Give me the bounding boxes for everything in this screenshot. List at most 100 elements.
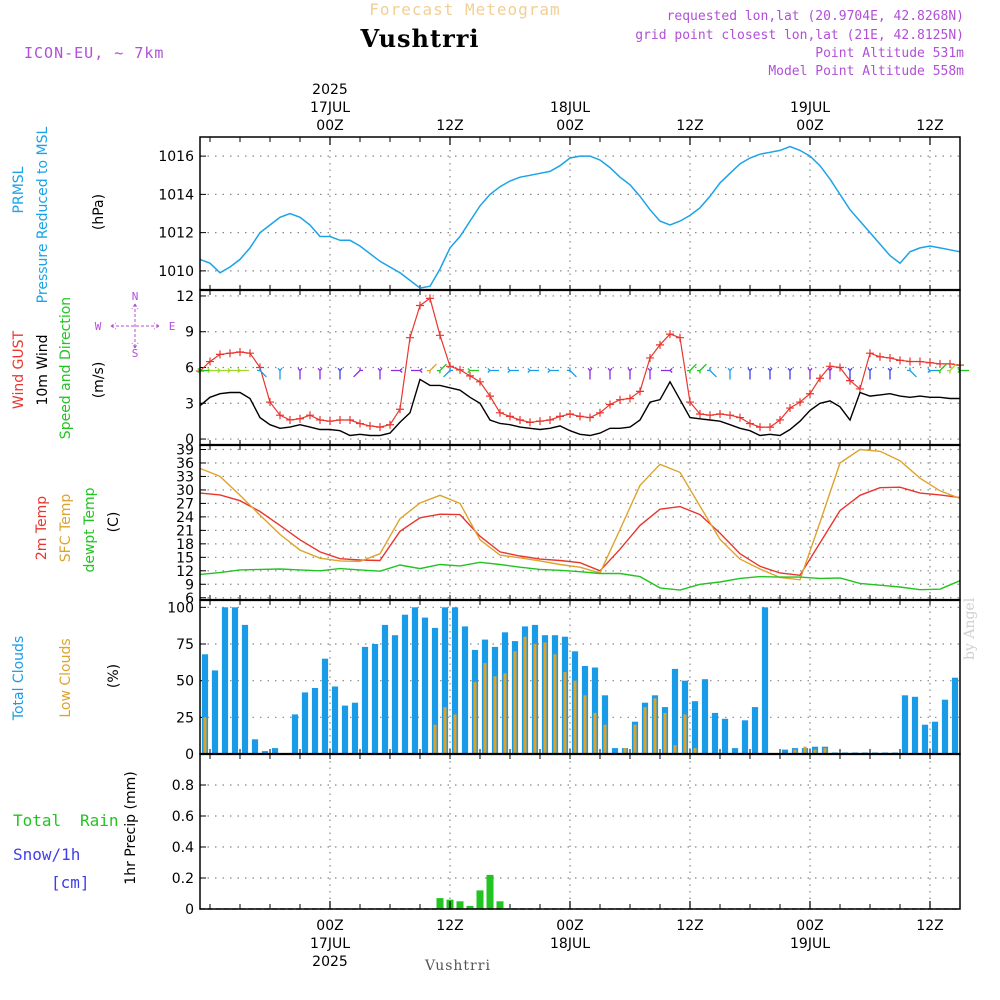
wind-direction-arrow: [237, 368, 249, 373]
total-cloud-bar: [781, 749, 789, 754]
low-cloud-bar: [583, 695, 587, 754]
gust-point: [896, 356, 904, 365]
total-cloud-bar: [241, 624, 249, 754]
y-tick-label: 9: [185, 325, 194, 341]
y-tick-label: 9: [185, 577, 194, 593]
low-cloud-bar: [603, 724, 607, 754]
total-cloud-bar: [671, 668, 679, 754]
gust-point: [466, 371, 474, 380]
gust-point: [526, 418, 534, 427]
wind-direction-arrow: [936, 363, 947, 374]
y-tick-label: 0: [185, 432, 194, 448]
rain-bar: [436, 898, 444, 909]
gust-point: [566, 410, 574, 418]
wind-direction-arrow: [887, 367, 893, 380]
wind-direction-arrow: [217, 368, 229, 373]
y-tick-label: 0.4: [172, 840, 194, 856]
total-cloud-bar: [761, 607, 769, 754]
total-cloud-bar: [931, 721, 939, 754]
top-time-label: 00Z: [796, 118, 823, 134]
total-label: Total: [13, 811, 61, 830]
total-cloud-bar: [741, 720, 749, 754]
low-cloud-bar: [563, 671, 567, 754]
rain-bar: [456, 901, 464, 910]
snow-label: Snow/1h: [13, 845, 80, 864]
low-cloud-bar: [493, 676, 497, 754]
compass-arrows: [110, 303, 160, 349]
wind-direction-arrow: [507, 368, 519, 373]
gust-point: [836, 363, 844, 372]
gust-point: [786, 404, 794, 413]
gust-point: [506, 412, 514, 421]
wind-direction-arrow: [353, 367, 364, 378]
gust-point: [866, 349, 874, 358]
gust-point: [246, 349, 254, 358]
bottom-time-label: 12Z: [436, 918, 463, 934]
total-cloud-bar: [271, 748, 279, 754]
gust-point: [336, 415, 344, 424]
wind-direction-arrow: [686, 363, 697, 374]
gust-point: [326, 417, 334, 426]
gust-point: [426, 294, 434, 303]
y-tick-label: 1010: [158, 264, 194, 280]
gust-point: [756, 423, 764, 432]
gust-point: [546, 415, 554, 424]
low-cloud-bar: [673, 745, 677, 754]
gust-point: [826, 362, 834, 371]
total-cloud-bar: [611, 748, 619, 754]
total-cloud-bar: [711, 712, 719, 754]
low-cloud-bar: [593, 712, 597, 754]
rain-bar: [476, 890, 484, 909]
wind-direction-arrow: [767, 367, 773, 380]
total-cloud-bar: [951, 677, 959, 754]
total-cloud-bar: [381, 624, 389, 754]
total-cloud-bar: [941, 699, 949, 754]
total-cloud-bar: [201, 654, 209, 754]
wind-direction-arrow: [706, 367, 717, 378]
total-cloud-bar: [691, 701, 699, 754]
rain-label: Rain: [80, 811, 119, 830]
y-tick-label: 1012: [158, 226, 194, 242]
gust-point: [216, 350, 224, 359]
gust-point: [276, 411, 284, 420]
total-cloud-bar: [251, 739, 259, 754]
gust-point: [616, 395, 624, 404]
wind-label: 10m Wind: [35, 334, 51, 405]
y-tick-label: 21: [176, 523, 194, 539]
total-cloud-bar: [221, 607, 229, 754]
bottom-time-label: 2025: [312, 954, 348, 970]
low-cloud-bar: [803, 746, 807, 754]
gust-point: [656, 340, 664, 349]
wind-direction-arrow: [566, 367, 577, 378]
gust-point: [206, 357, 214, 366]
wind-direction-arrow: [467, 368, 479, 373]
low-cloud-bar: [453, 714, 457, 754]
top-time-label: 17JUL: [310, 100, 350, 116]
total-cloud-bar: [721, 718, 729, 754]
wind-direction-arrow: [946, 363, 957, 374]
total-cloud-bar: [731, 748, 739, 754]
low-cloud-bar: [543, 642, 547, 754]
gust-point: [806, 389, 814, 398]
temp2m-line: [199, 486, 961, 577]
sfc-temp-label: SFC Temp: [58, 494, 74, 563]
gust-point: [406, 333, 414, 342]
gust-point: [916, 357, 924, 366]
wind-direction-arrow: [847, 367, 853, 380]
low-cloud-bar: [553, 654, 557, 754]
bottom-time-label: 17JUL: [310, 936, 350, 952]
gust-point: [286, 415, 294, 424]
total-cloud-bar: [211, 670, 219, 754]
total-cloud-bar: [361, 646, 369, 754]
chart-subtitle: Forecast Meteogram: [369, 0, 561, 19]
top-time-label: 00Z: [556, 118, 583, 134]
y-tick-label: 0.6: [172, 809, 194, 825]
bottom-time-label: 12Z: [676, 918, 703, 934]
gust-point: [676, 333, 684, 342]
gust-point: [356, 419, 364, 428]
total-cloud-bar: [461, 626, 469, 754]
compass-n: N: [132, 290, 139, 303]
gust-point: [366, 421, 374, 430]
top-time-label: 19JUL: [790, 100, 830, 116]
